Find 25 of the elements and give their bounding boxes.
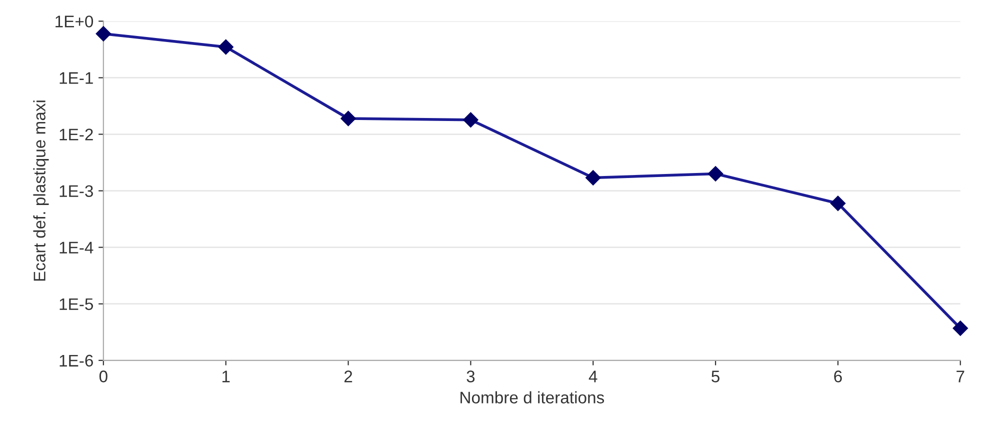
point [586, 170, 601, 186]
y-tick-label: 1E-5 [60, 298, 94, 310]
point [96, 26, 111, 42]
y-tick-label: 1E-2 [60, 128, 93, 140]
y-tick-label: 1E-3 [60, 185, 93, 198]
point [218, 39, 234, 55]
x-tick-label: 1 [222, 370, 230, 382]
y-tick-label: 1E-1 [60, 72, 93, 84]
y-tick-label: 1E-4 [60, 242, 94, 254]
x-tick-label: 2 [344, 370, 352, 382]
x-tick-label: 3 [466, 370, 475, 382]
x-tick-label: 4 [588, 370, 598, 382]
point [340, 110, 356, 126]
point [952, 320, 968, 336]
point [830, 196, 846, 211]
y-axis-title: Ecart def. plastique maxi [33, 100, 49, 281]
x-tick-label: 5 [712, 370, 720, 382]
x-axis-title: Nombre d iterations [460, 391, 604, 404]
point [463, 112, 478, 128]
x-tick-label: 0 [99, 370, 108, 382]
y-tick-label: 1E+0 [56, 16, 94, 28]
x-tick-label: 6 [834, 370, 842, 382]
y-tick-label: 1E-6 [60, 354, 93, 367]
point [708, 166, 724, 182]
x-tick-label: 7 [956, 370, 964, 382]
